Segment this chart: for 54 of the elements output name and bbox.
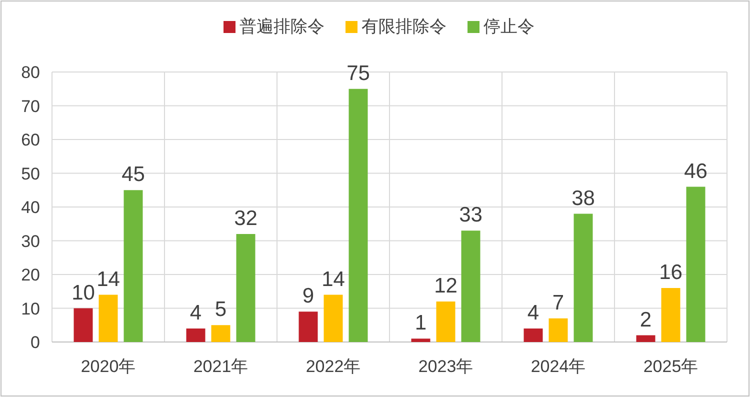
- y-tick-label: 60: [21, 130, 40, 150]
- data-label: 7: [552, 291, 564, 314]
- bar: [436, 302, 456, 342]
- data-label: 4: [527, 302, 540, 324]
- bar: [124, 190, 143, 342]
- data-label: 75: [346, 62, 370, 85]
- data-label: 1: [414, 312, 427, 335]
- x-tick-label: 2020年: [80, 357, 136, 376]
- bar: [461, 230, 480, 342]
- y-tick-label: 70: [21, 96, 40, 116]
- x-tick-label: 2025年: [643, 357, 698, 376]
- y-tick-label: 30: [21, 232, 40, 251]
- data-label: 32: [234, 207, 258, 230]
- data-label: 5: [214, 298, 227, 322]
- y-tick-label: 0: [30, 333, 40, 352]
- bar: [298, 312, 318, 342]
- legend-label: 普遍排除令: [240, 17, 324, 36]
- bar: [324, 294, 343, 342]
- bar: [661, 288, 680, 342]
- x-tick-label: 2023年: [418, 357, 474, 376]
- data-label: 33: [459, 204, 482, 227]
- y-tick-label: 50: [21, 164, 40, 184]
- bar: [186, 328, 206, 342]
- data-label: 2: [640, 308, 652, 332]
- bar: [574, 214, 593, 342]
- bar: [98, 294, 118, 342]
- y-tick-label: 80: [21, 63, 40, 82]
- legend-label: 停止令: [484, 17, 534, 36]
- bar: [411, 338, 430, 342]
- data-label: 10: [72, 281, 95, 304]
- data-label: 4: [190, 302, 202, 324]
- x-tick-label: 2021年: [193, 357, 248, 376]
- data-label: 38: [572, 186, 595, 210]
- bar: [636, 335, 656, 342]
- y-tick-label: 40: [21, 198, 40, 217]
- data-label: 14: [96, 268, 120, 291]
- data-label: 9: [302, 284, 314, 308]
- bar: [348, 88, 368, 342]
- data-label: 16: [659, 261, 682, 284]
- bar: [74, 308, 93, 342]
- y-tick-label: 10: [21, 299, 40, 318]
- bar: [686, 186, 706, 342]
- x-tick-label: 2022年: [306, 357, 361, 376]
- x-tick-label: 2024年: [530, 357, 586, 376]
- bar: [524, 328, 543, 342]
- legend-label: 有限排除令: [362, 17, 446, 36]
- data-label: 14: [322, 268, 346, 291]
- y-tick-label: 20: [21, 266, 40, 284]
- bar: [211, 325, 230, 342]
- data-label: 12: [434, 274, 458, 298]
- data-label: 45: [122, 163, 145, 186]
- bar: [548, 318, 568, 342]
- bar: [236, 234, 256, 342]
- data-label: 46: [684, 160, 708, 183]
